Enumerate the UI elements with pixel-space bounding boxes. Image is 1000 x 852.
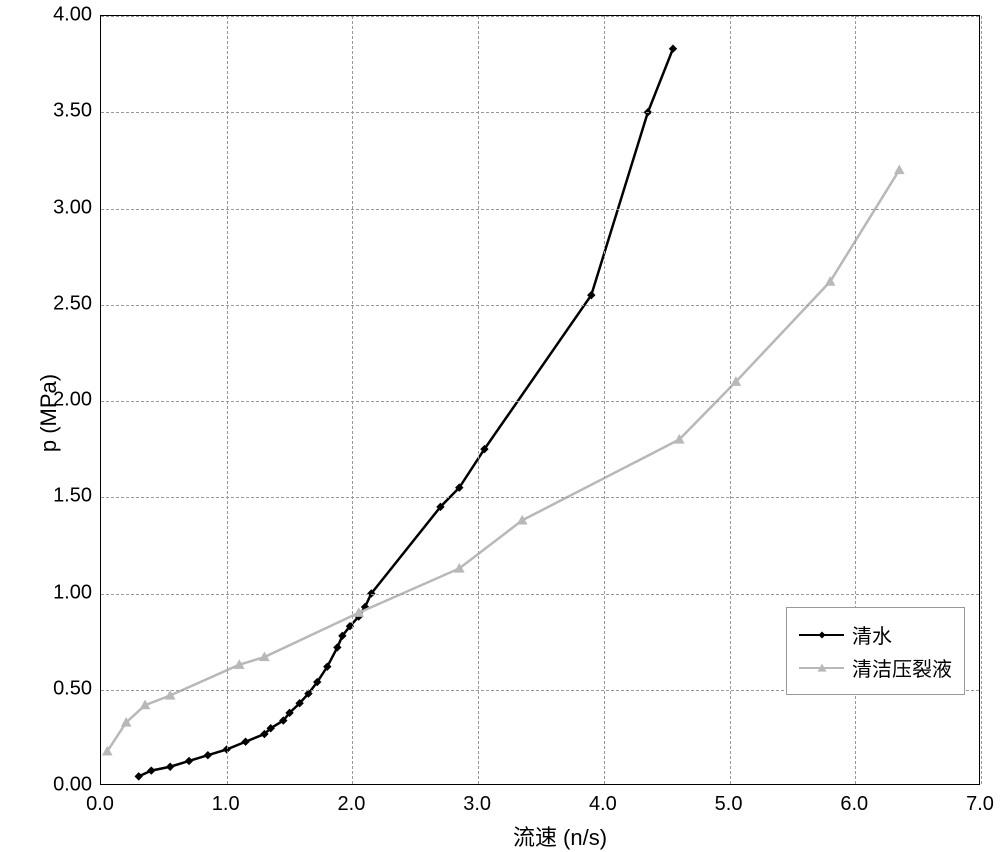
grid-line-horizontal — [101, 112, 979, 113]
x-tick-label: 1.0 — [201, 793, 251, 816]
chart-container: p (MPa) 流速 (n/s) 清水清洁压裂液 0.000.501.001.5… — [0, 0, 1000, 846]
x-tick-label: 3.0 — [452, 793, 502, 816]
grid-line-horizontal — [101, 497, 979, 498]
triangle-icon — [814, 660, 830, 676]
y-tick-label: 1.00 — [32, 581, 92, 604]
grid-line-vertical — [227, 16, 228, 784]
grid-line-horizontal — [101, 305, 979, 306]
y-axis-label: p (MPa) — [36, 374, 62, 452]
legend-line — [799, 634, 844, 636]
y-tick-label: 4.00 — [32, 4, 92, 27]
legend: 清水清洁压裂液 — [786, 607, 965, 695]
grid-line-horizontal — [101, 594, 979, 595]
grid-line-horizontal — [101, 401, 979, 402]
series-marker — [670, 45, 677, 52]
legend-label: 清水 — [852, 620, 892, 649]
x-tick-label: 5.0 — [704, 793, 754, 816]
legend-item: 清洁压裂液 — [799, 653, 952, 682]
grid-line-vertical — [730, 16, 731, 784]
grid-line-horizontal — [101, 16, 979, 17]
x-tick-label: 2.0 — [326, 793, 376, 816]
grid-line-vertical — [604, 16, 605, 784]
y-tick-label: 3.00 — [32, 196, 92, 219]
y-tick-label: 2.50 — [32, 292, 92, 315]
series-line — [139, 49, 673, 777]
y-tick-label: 3.50 — [32, 100, 92, 123]
legend-line — [799, 667, 844, 669]
series-marker — [167, 763, 174, 770]
grid-line-horizontal — [101, 209, 979, 210]
legend-label: 清洁压裂液 — [852, 653, 952, 682]
grid-line-vertical — [478, 16, 479, 784]
y-tick-label: 2.00 — [32, 389, 92, 412]
x-tick-label: 0.0 — [75, 793, 125, 816]
legend-item: 清水 — [799, 620, 952, 649]
x-axis-label: 流速 (n/s) — [480, 820, 640, 852]
x-tick-label: 7.0 — [955, 793, 1000, 816]
x-tick-label: 6.0 — [829, 793, 879, 816]
diamond-icon — [814, 627, 830, 643]
series-marker — [242, 738, 249, 745]
series-marker — [204, 752, 211, 759]
y-tick-label: 1.50 — [32, 485, 92, 508]
y-tick-label: 0.50 — [32, 677, 92, 700]
grid-line-vertical — [352, 16, 353, 784]
grid-line-vertical — [981, 16, 982, 784]
series-marker — [186, 757, 193, 764]
x-tick-label: 4.0 — [578, 793, 628, 816]
series-marker — [895, 166, 904, 174]
